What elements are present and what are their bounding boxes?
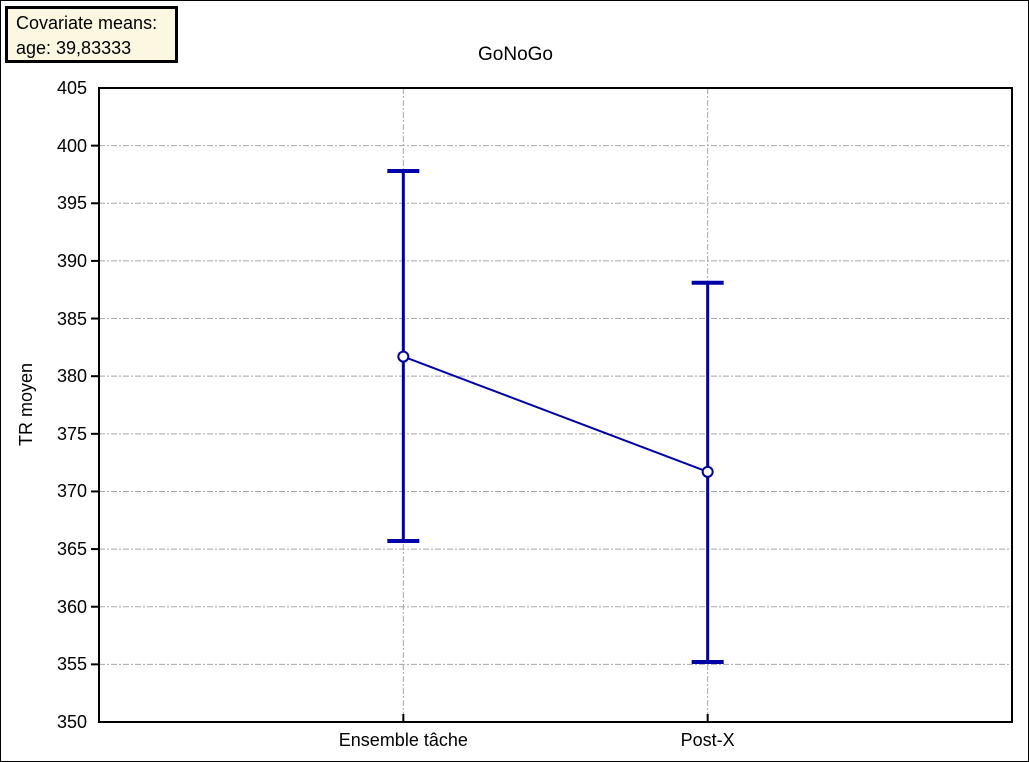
mean-marker: [397, 350, 410, 363]
series-line: [402, 355, 709, 473]
y-tick-label: 390: [56, 250, 87, 271]
y-tick-label: 385: [56, 308, 87, 329]
chart-title: GoNoGo: [478, 44, 553, 65]
y-tick-label: 395: [56, 193, 87, 214]
covariate-means-label: Covariate means:: [16, 13, 158, 33]
y-tick-label: 380: [56, 366, 87, 387]
y-tick-label: 370: [56, 481, 87, 502]
y-tick-label: 400: [56, 135, 87, 156]
y-tick-label: 365: [56, 539, 87, 560]
y-tick-label: 355: [56, 654, 87, 675]
y-tick-label: 375: [56, 423, 87, 444]
covariate-age-value: age: 39,83333: [16, 38, 132, 58]
mean-marker: [701, 465, 714, 478]
plot-frame: [98, 87, 1013, 723]
y-tick-label: 360: [56, 596, 87, 617]
y-tick-label: 405: [56, 78, 87, 98]
x-category-label-post-x: Post-X: [680, 730, 735, 750]
covariate-means-box: Covariate means: age: 39,83333: [5, 6, 178, 63]
x-category-label-ensemble-tache: Ensemble tâche: [338, 730, 468, 750]
y-tick-label: 350: [56, 712, 87, 732]
